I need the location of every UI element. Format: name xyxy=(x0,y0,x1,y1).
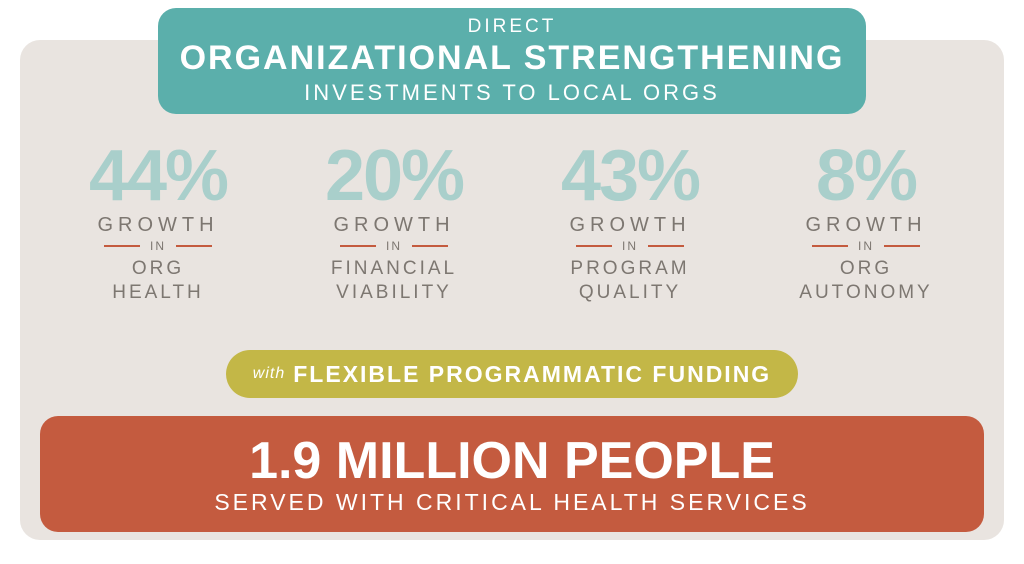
stat-rule-left xyxy=(104,245,140,247)
stat-financial-viability: 20% GROWTH IN FINANCIAL VIABILITY xyxy=(284,140,504,305)
header-line-3: INVESTMENTS TO LOCAL ORGS xyxy=(304,81,720,105)
stat-in-label: IN xyxy=(858,239,874,253)
stat-category-label: ORG HEALTH xyxy=(112,257,204,305)
funding-bold: FLEXIBLE PROGRAMMATIC FUNDING xyxy=(293,361,771,388)
infographic-canvas: DIRECT ORGANIZATIONAL STRENGTHENING INVE… xyxy=(0,0,1024,564)
stat-in-row: IN xyxy=(812,239,920,253)
stat-rule-right xyxy=(884,245,920,247)
stat-program-quality: 43% GROWTH IN PROGRAM QUALITY xyxy=(520,140,740,305)
stat-growth-label: GROWTH xyxy=(333,214,454,237)
stat-rule-left xyxy=(340,245,376,247)
stat-in-label: IN xyxy=(622,239,638,253)
stat-org-autonomy: 8% GROWTH IN ORG AUTONOMY xyxy=(756,140,976,305)
header-line-1: DIRECT xyxy=(468,17,557,38)
stat-growth-label: GROWTH xyxy=(569,214,690,237)
stat-in-row: IN xyxy=(104,239,212,253)
header-banner: DIRECT ORGANIZATIONAL STRENGTHENING INVE… xyxy=(158,8,866,114)
stat-in-row: IN xyxy=(576,239,684,253)
stat-in-label: IN xyxy=(150,239,166,253)
funding-with: with xyxy=(253,365,285,383)
stat-category-label: FINANCIAL VIABILITY xyxy=(331,257,457,305)
header-line-2: ORGANIZATIONAL STRENGTHENING xyxy=(180,40,845,77)
impact-banner: 1.9 MILLION PEOPLE SERVED WITH CRITICAL … xyxy=(40,416,984,532)
stat-percent: 44% xyxy=(89,140,227,212)
stat-rule-right xyxy=(412,245,448,247)
stat-percent: 20% xyxy=(325,140,463,212)
stat-rule-right xyxy=(176,245,212,247)
stat-category-label: PROGRAM QUALITY xyxy=(570,257,689,305)
stat-growth-label: GROWTH xyxy=(805,214,926,237)
stat-in-row: IN xyxy=(340,239,448,253)
impact-subtext: SERVED WITH CRITICAL HEALTH SERVICES xyxy=(214,490,809,514)
stat-growth-label: GROWTH xyxy=(97,214,218,237)
stat-rule-left xyxy=(576,245,612,247)
stat-rule-right xyxy=(648,245,684,247)
stat-percent: 8% xyxy=(816,140,916,212)
stat-category-label: ORG AUTONOMY xyxy=(799,257,932,305)
stat-percent: 43% xyxy=(561,140,699,212)
stat-rule-left xyxy=(812,245,848,247)
stats-row: 44% GROWTH IN ORG HEALTH 20% GROWTH IN F… xyxy=(40,140,984,340)
stat-in-label: IN xyxy=(386,239,402,253)
impact-headline: 1.9 MILLION PEOPLE xyxy=(249,434,775,489)
funding-pill: with FLEXIBLE PROGRAMMATIC FUNDING xyxy=(226,350,798,398)
stat-org-health: 44% GROWTH IN ORG HEALTH xyxy=(48,140,268,305)
